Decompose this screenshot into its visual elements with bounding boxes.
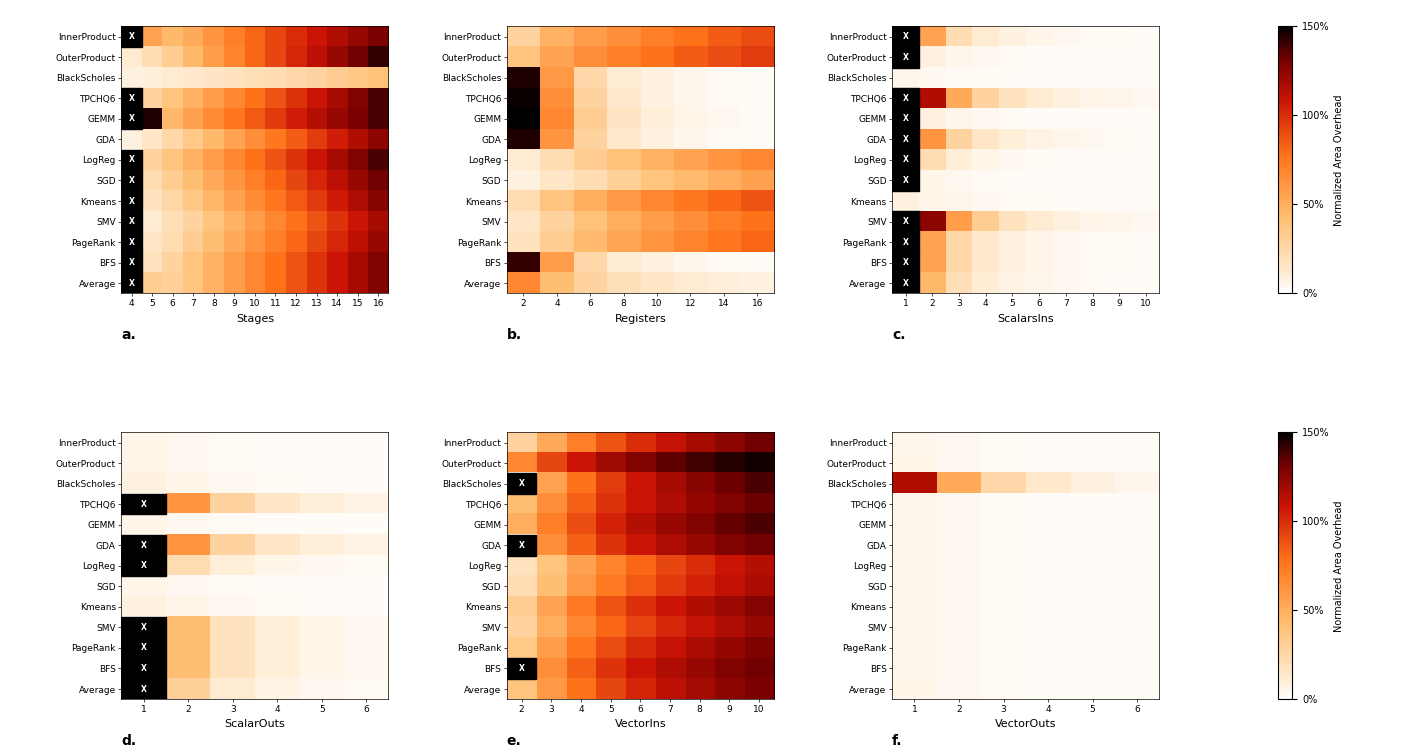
Bar [121, 637, 166, 658]
Bar [892, 253, 920, 273]
Bar [892, 150, 920, 170]
Text: X: X [902, 114, 908, 123]
Text: X: X [129, 156, 134, 165]
Bar [892, 212, 920, 232]
Bar [121, 253, 141, 273]
Text: X: X [902, 94, 908, 103]
Bar [892, 109, 920, 129]
Text: a.: a. [121, 328, 136, 342]
Text: X: X [141, 561, 147, 570]
Bar [121, 556, 166, 576]
Text: X: X [902, 176, 908, 185]
Bar [892, 129, 920, 150]
Text: X: X [129, 279, 134, 288]
Text: d.: d. [121, 734, 137, 748]
Text: X: X [902, 135, 908, 144]
Bar [892, 170, 920, 191]
Bar [121, 232, 141, 253]
Y-axis label: Normalized Area Overhead: Normalized Area Overhead [1334, 500, 1344, 631]
Bar [892, 273, 920, 293]
Text: X: X [129, 176, 134, 185]
X-axis label: VectorIns: VectorIns [614, 720, 667, 730]
Text: X: X [129, 197, 134, 206]
Bar [121, 191, 141, 212]
Bar [121, 535, 166, 556]
Text: X: X [129, 114, 134, 123]
Text: e.: e. [507, 734, 521, 748]
Text: X: X [902, 258, 908, 267]
Bar [121, 170, 141, 191]
Text: X: X [902, 53, 908, 62]
X-axis label: Stages: Stages [236, 314, 274, 324]
Text: X: X [518, 664, 524, 673]
X-axis label: VectorOuts: VectorOuts [995, 720, 1057, 730]
Text: X: X [141, 623, 147, 632]
Text: X: X [902, 33, 908, 42]
Bar [892, 232, 920, 253]
Text: X: X [518, 479, 524, 488]
Bar [892, 88, 920, 109]
Text: X: X [141, 664, 147, 673]
Bar [892, 26, 920, 47]
Text: c.: c. [892, 328, 905, 342]
Bar [121, 88, 141, 109]
Text: X: X [129, 258, 134, 267]
Bar [121, 26, 141, 47]
Text: X: X [129, 217, 134, 226]
Text: X: X [141, 684, 147, 693]
Text: X: X [902, 237, 908, 246]
Text: X: X [129, 237, 134, 246]
Y-axis label: Normalized Area Overhead: Normalized Area Overhead [1334, 94, 1344, 226]
Text: f.: f. [892, 734, 902, 748]
Bar [121, 212, 141, 232]
X-axis label: ScalarOuts: ScalarOuts [224, 720, 286, 730]
Text: X: X [141, 500, 147, 509]
Text: b.: b. [507, 328, 521, 342]
X-axis label: Registers: Registers [614, 314, 667, 324]
Bar [507, 473, 537, 494]
X-axis label: ScalarsIns: ScalarsIns [998, 314, 1054, 324]
Text: X: X [518, 541, 524, 550]
Bar [121, 658, 166, 679]
Bar [121, 150, 141, 170]
Text: X: X [902, 279, 908, 288]
Bar [507, 535, 537, 556]
Bar [121, 494, 166, 514]
Bar [121, 679, 166, 699]
Text: X: X [141, 541, 147, 550]
Bar [121, 617, 166, 637]
Text: X: X [129, 33, 134, 42]
Bar [121, 273, 141, 293]
Text: X: X [902, 217, 908, 226]
Text: X: X [129, 94, 134, 103]
Text: X: X [141, 643, 147, 652]
Text: X: X [902, 156, 908, 165]
Bar [892, 47, 920, 67]
Bar [507, 658, 537, 679]
Bar [121, 109, 141, 129]
